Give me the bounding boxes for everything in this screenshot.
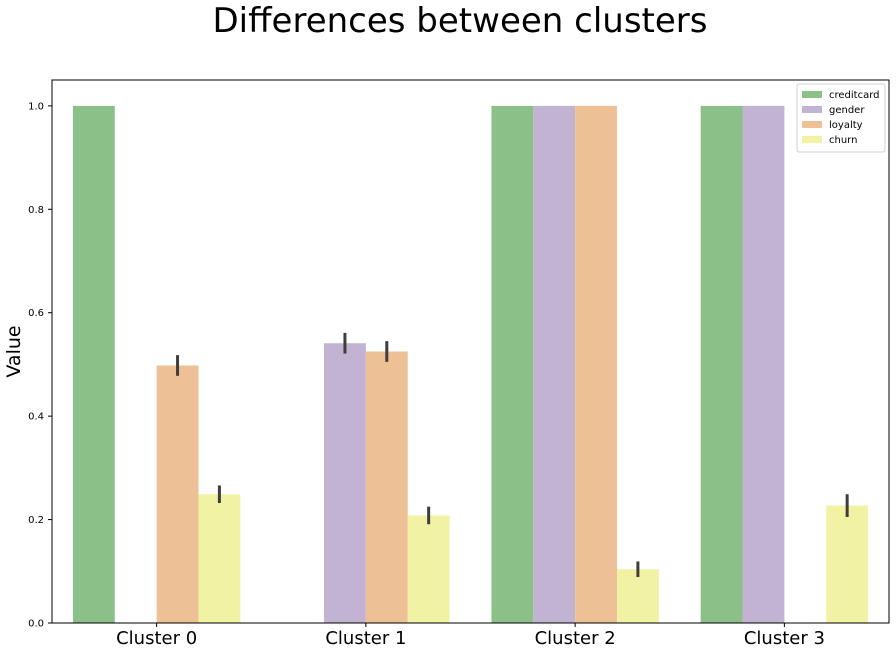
bar-churn-1	[407, 515, 450, 623]
y-axis-title: Value	[3, 325, 25, 377]
y-tick-label: 1.0	[28, 101, 44, 112]
bar-creditcard-0	[72, 105, 115, 624]
legend-swatch-creditcard	[802, 91, 822, 98]
legend-label-gender: gender	[829, 105, 865, 116]
legend-label-creditcard: creditcard	[829, 90, 880, 101]
bar-loyalty-2	[575, 105, 617, 624]
legend: creditcard gender loyalty churn	[796, 83, 886, 153]
y-tick-label: 0.2	[28, 515, 44, 526]
legend-label-loyalty: loyalty	[829, 120, 863, 131]
bar-gender-1	[324, 343, 366, 623]
bar-loyalty-1	[365, 351, 408, 623]
bar-gender-2	[533, 105, 576, 624]
legend-swatch-gender	[802, 106, 822, 113]
legend-swatch-loyalty	[802, 121, 822, 128]
legend-swatch-churn	[802, 136, 822, 143]
legend-label-churn: churn	[829, 135, 857, 146]
plot-frame	[51, 79, 890, 624]
y-tick-label: 0.0	[28, 619, 44, 630]
x-tick-label: Cluster 0	[116, 628, 197, 649]
legend-box	[796, 83, 886, 153]
bars-layer	[72, 105, 869, 624]
y-tick-label: 0.8	[28, 205, 44, 216]
y-axis: 0.0 0.2 0.4 0.6 0.8 1.0	[28, 101, 52, 630]
y-tick-label: 0.6	[28, 308, 44, 319]
y-tick-label: 0.4	[28, 412, 44, 423]
bar-loyalty-0	[156, 365, 199, 623]
chart-title: Differences between clusters	[212, 1, 708, 41]
x-tick-label: Cluster 3	[744, 628, 825, 649]
bar-gender-3	[742, 105, 785, 624]
bar-churn-2	[616, 569, 659, 623]
bar-churn-3	[826, 505, 869, 623]
bar-creditcard-3	[700, 105, 743, 624]
errorbars-layer	[176, 332, 849, 577]
x-axis: Cluster 0 Cluster 1 Cluster 2 Cluster 3	[116, 623, 825, 649]
bar-creditcard-2	[491, 105, 534, 624]
x-tick-label: Cluster 2	[535, 628, 616, 649]
bar-churn-0	[198, 494, 241, 623]
x-tick-label: Cluster 1	[325, 628, 406, 649]
